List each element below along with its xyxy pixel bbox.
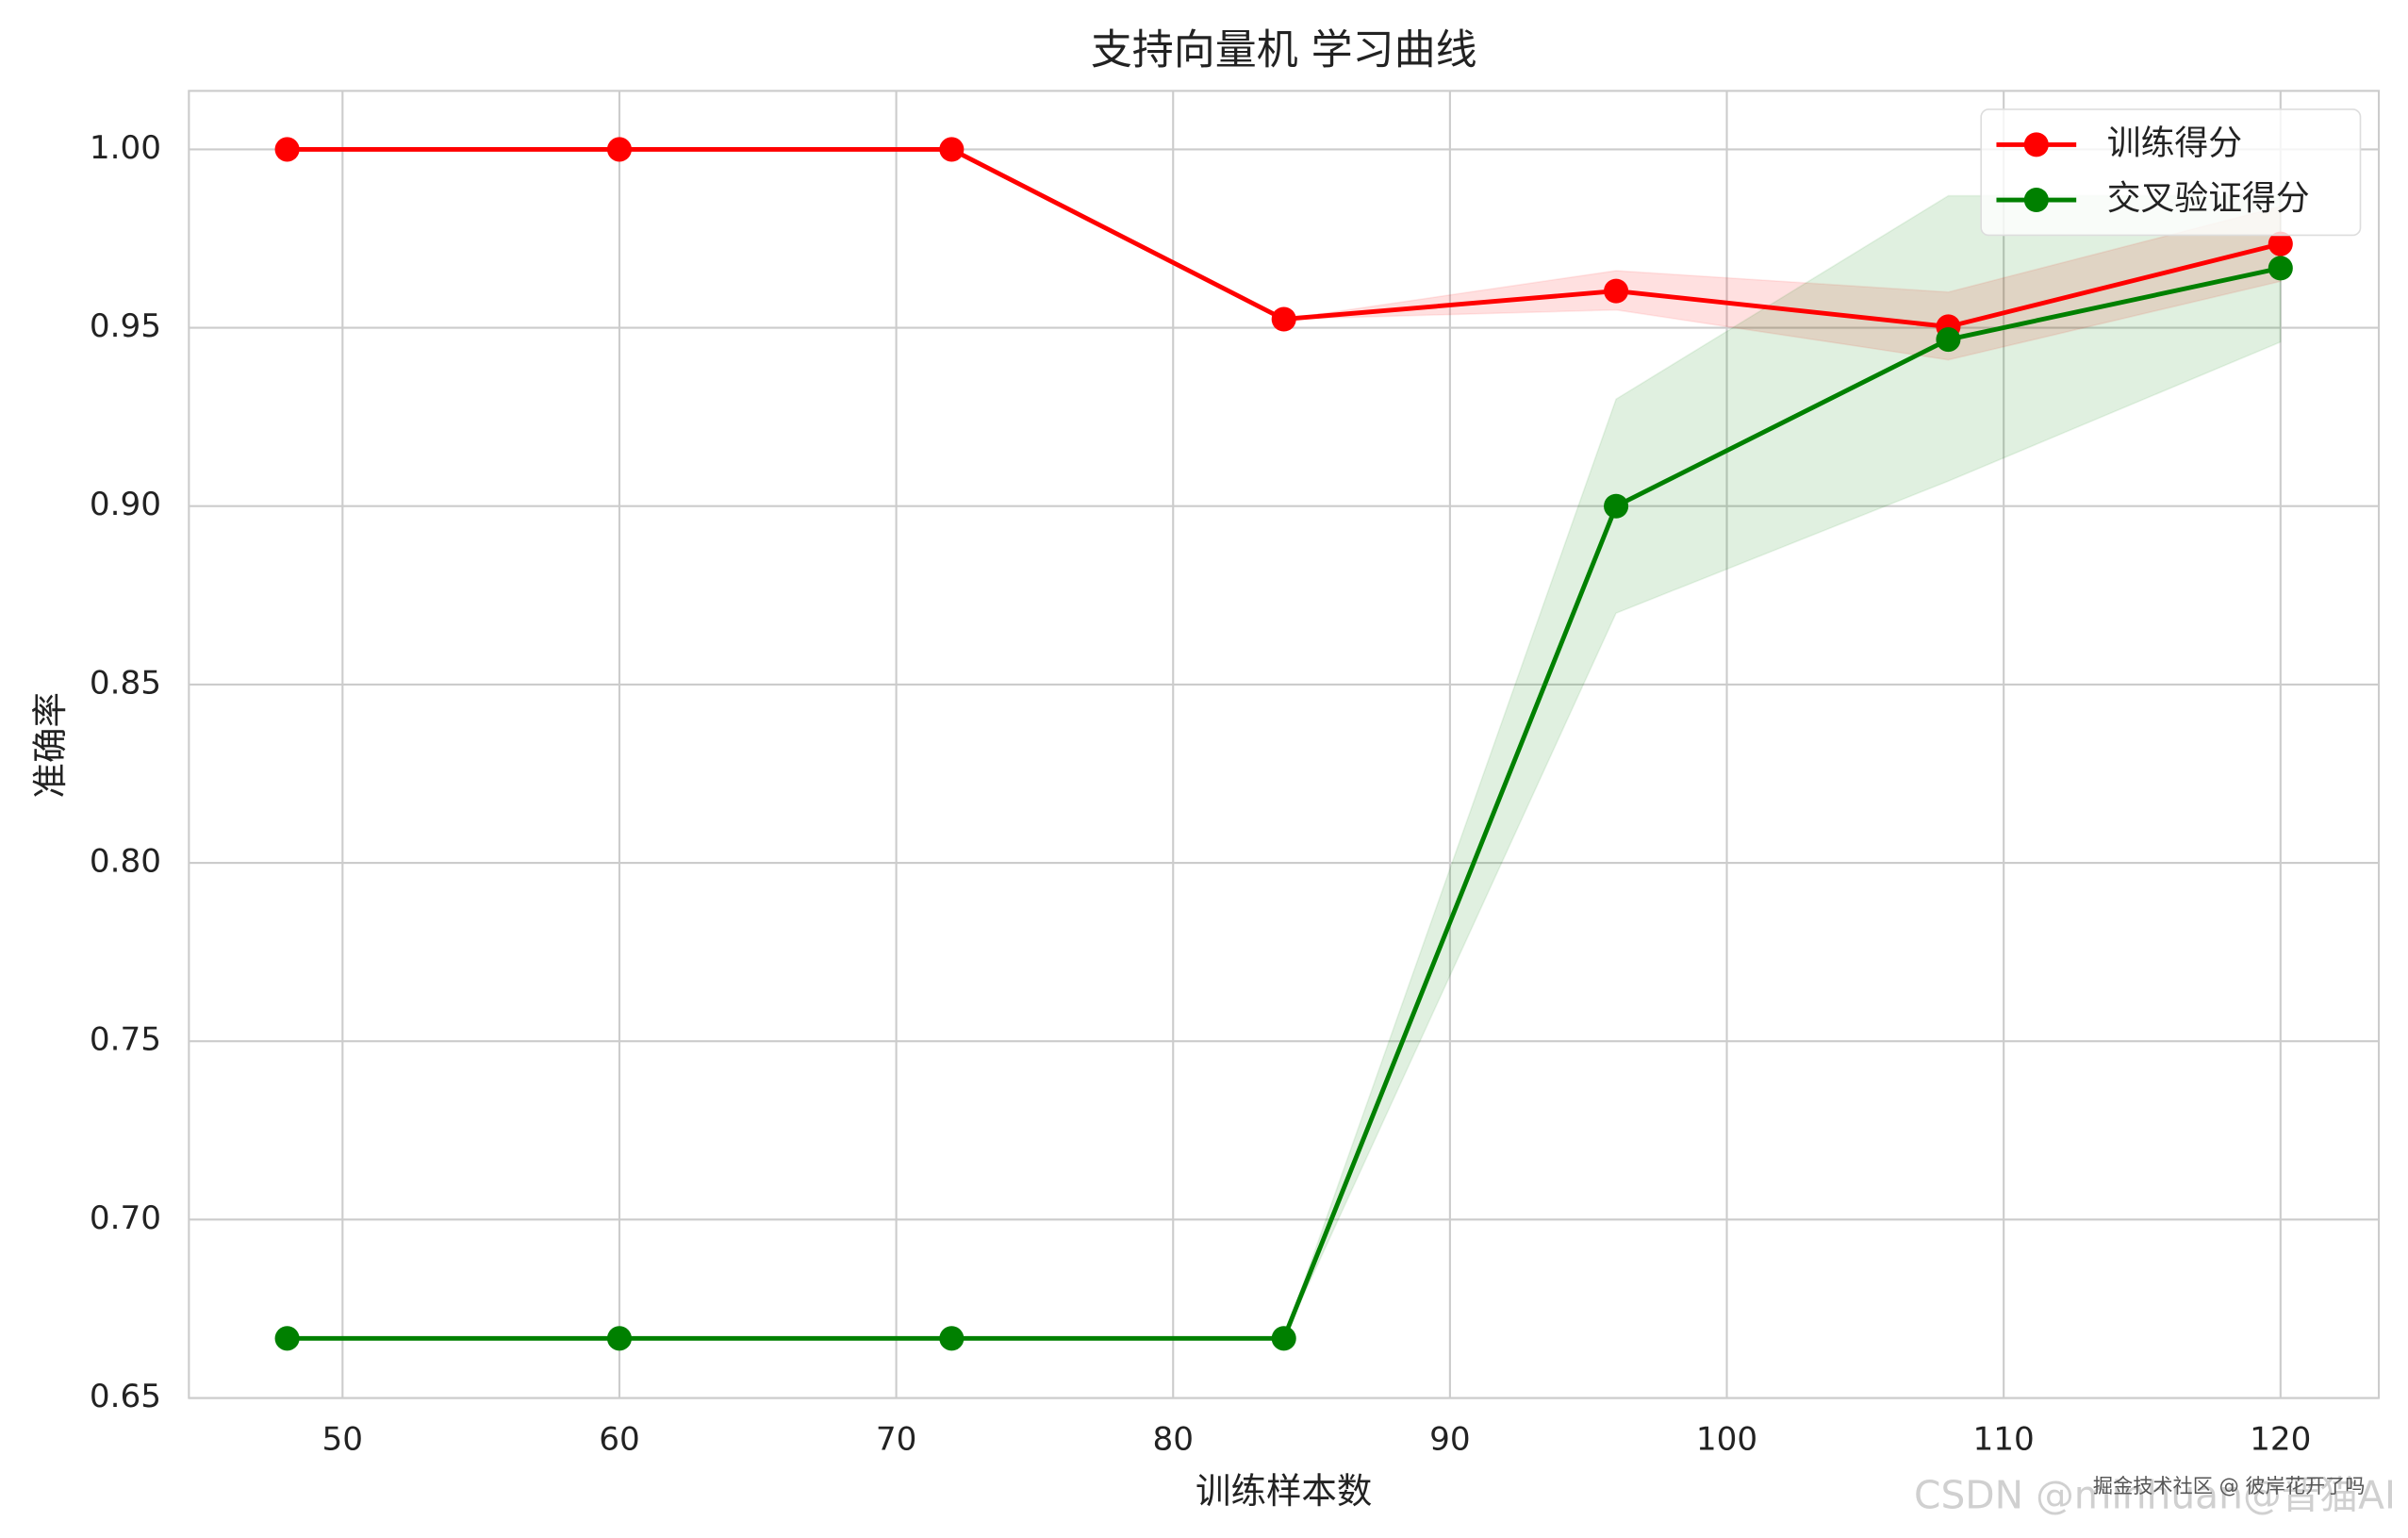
point (939, 137, 965, 162)
point (274, 137, 300, 162)
point (1604, 493, 1629, 519)
point (1271, 306, 1296, 332)
y-axis-label: 准确率 (29, 692, 71, 798)
watermark: 掘金技术社区 @ 彼岸花开了吗 (2093, 1474, 2365, 1497)
point (2268, 256, 2293, 281)
x-tick-label: 120 (2250, 1421, 2311, 1459)
x-tick-label: 100 (1696, 1421, 1757, 1459)
y-tick-label: 0.65 (90, 1378, 161, 1415)
legend-marker (2023, 187, 2049, 213)
point (939, 1326, 965, 1351)
x-tick-label: 50 (322, 1421, 364, 1459)
y-tick-label: 0.75 (90, 1021, 161, 1059)
watermark: CSDN @minhuan@晋猫AI (1914, 1472, 2396, 1517)
y-tick-label: 0.95 (90, 307, 161, 345)
point (2268, 231, 2293, 256)
point (606, 1326, 632, 1351)
y-tick-label: 1.00 (90, 129, 161, 167)
point (606, 137, 632, 162)
y-tick-label: 0.80 (90, 843, 161, 881)
legend-marker (2023, 132, 2049, 157)
legend-label: 训练得分 (2107, 124, 2242, 162)
x-tick-label: 60 (599, 1421, 640, 1459)
y-tick-label: 0.90 (90, 486, 161, 523)
x-tick-label: 70 (876, 1421, 917, 1459)
x-tick-label: 80 (1152, 1421, 1194, 1459)
point (274, 1326, 300, 1351)
legend-box (1980, 108, 2362, 237)
x-tick-label: 90 (1429, 1421, 1471, 1459)
plot-frame (188, 90, 2381, 1399)
y-tick-label: 0.70 (90, 1199, 161, 1237)
x-axis-label: 训练样本数 (1196, 1470, 1372, 1512)
point (1936, 327, 1961, 353)
y-tick-label: 0.85 (90, 664, 161, 702)
point (1271, 1326, 1296, 1351)
legend-label: 交叉验证得分 (2107, 179, 2310, 218)
point (1604, 278, 1629, 304)
chart-title: 支持向量机 学习曲线 (1091, 26, 1477, 74)
x-tick-label: 110 (1973, 1421, 2035, 1459)
